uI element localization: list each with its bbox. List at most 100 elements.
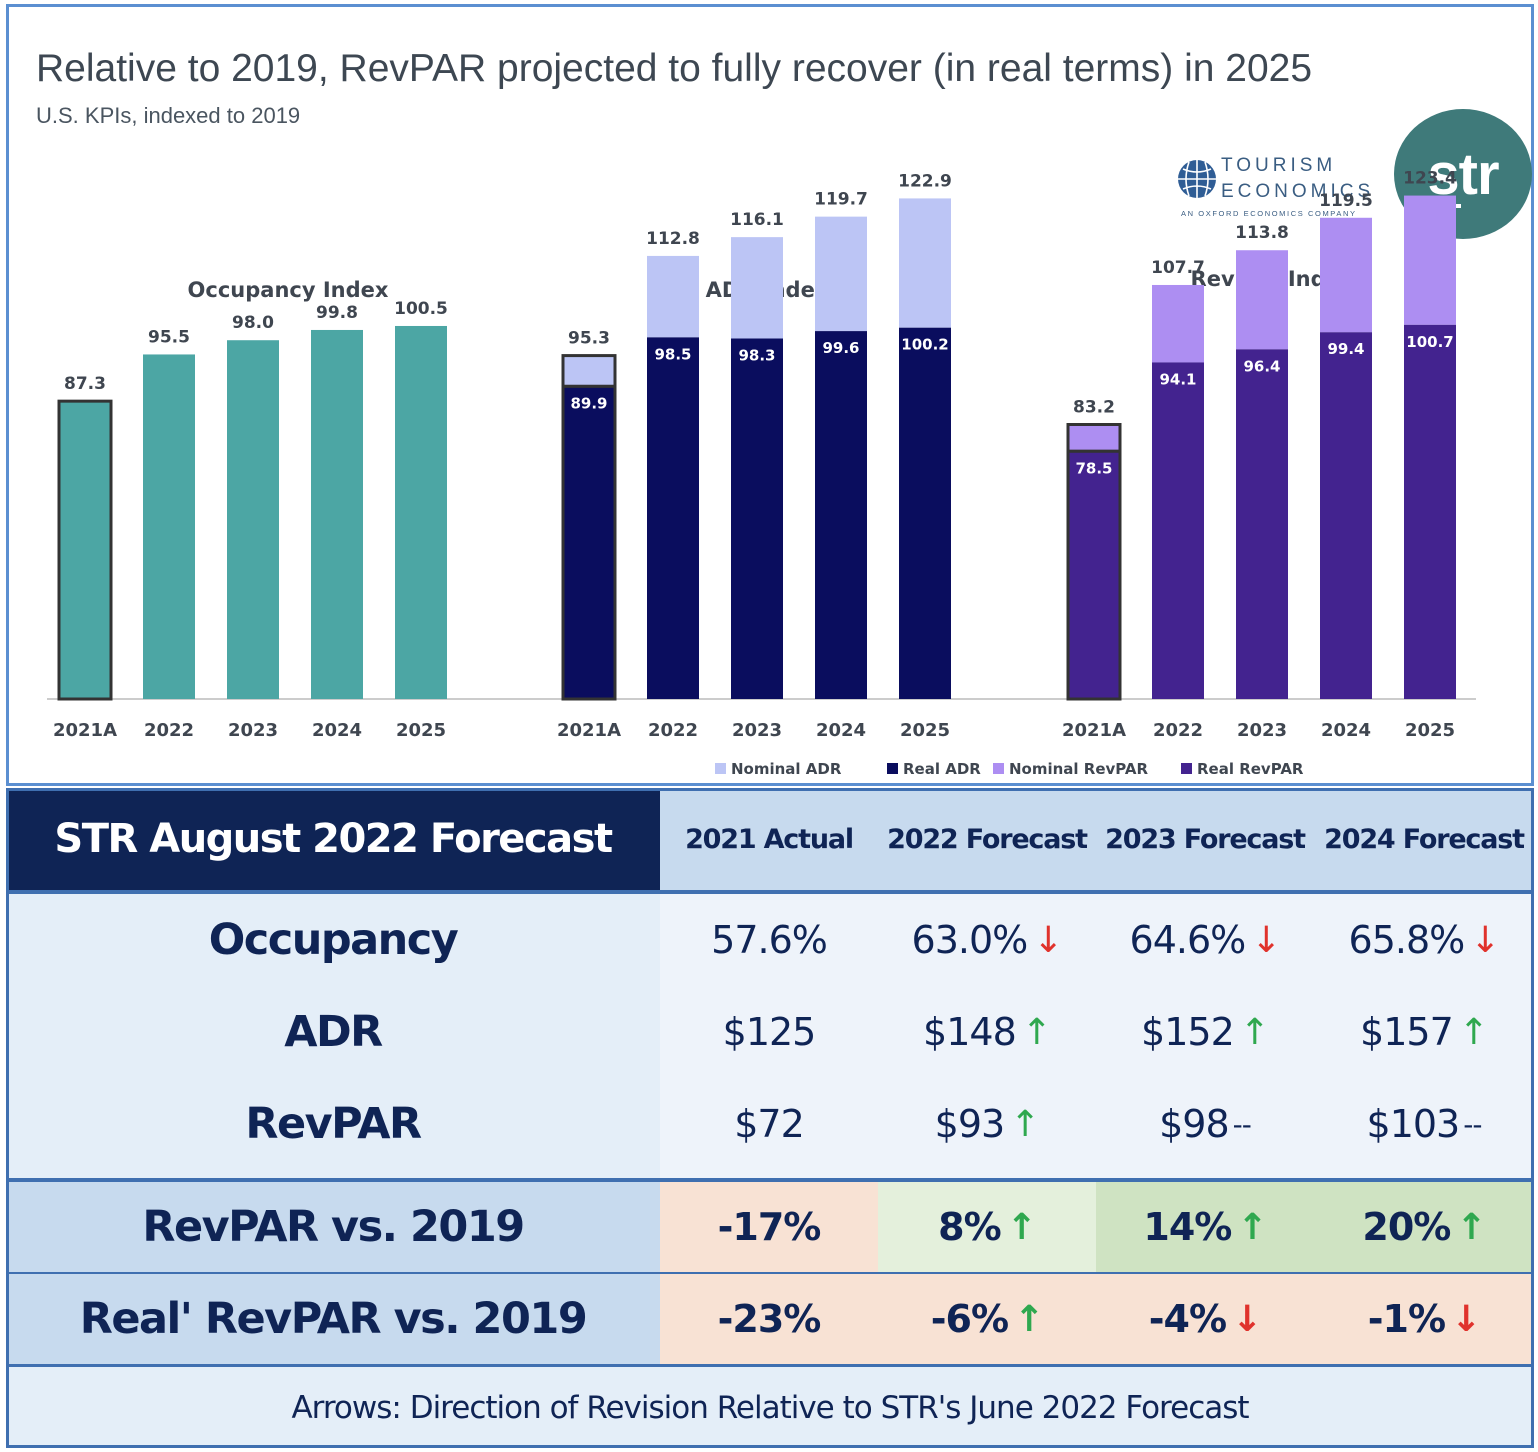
no-change-icon: -- (1232, 1107, 1252, 1141)
no-change-icon: -- (1463, 1107, 1482, 1141)
cell-value-2-0: $72 (734, 1102, 805, 1146)
column-header-1: 2022 Forecast (878, 788, 1096, 890)
bar-nominal-2-0 (1066, 423, 1122, 453)
data-label-0-1: 95.5 (148, 327, 190, 347)
globe-icon (1178, 160, 1216, 198)
cell-value-4-1: -6% (930, 1297, 1009, 1341)
table-cell-4-1: -6% ↑ (878, 1274, 1096, 1364)
legend-swatch-3 (1181, 763, 1192, 774)
x-tick-2-4: 2025 (1405, 720, 1455, 741)
row-label-1: ADR (6, 986, 660, 1078)
cell-value-0-2: 64.6% (1129, 918, 1247, 962)
forecast-table: STR August 2022 Forecast 2021 Actual 2022 … (6, 788, 1534, 1448)
cell-value-1-0: $125 (722, 1010, 817, 1054)
row-label-text-3: RevPAR vs. 2019 (142, 1202, 525, 1252)
cell-value-3-0: -17% (717, 1205, 822, 1249)
row-label-4: Real' RevPAR vs. 2019 (6, 1274, 660, 1364)
cell-value-3-1: 8% (938, 1205, 1002, 1249)
cell-value-2-1: $93 (934, 1102, 1006, 1146)
bar-0-1 (143, 354, 195, 699)
data-label-real-2-1: 94.1 (1159, 370, 1196, 388)
x-tick-0-1: 2022 (144, 720, 194, 741)
table-cell-0-0: 57.6% (660, 894, 878, 986)
table-cell-3-2: 14% ↑ (1096, 1182, 1314, 1272)
bar-real-1-3 (815, 331, 867, 699)
cell-value-1-1: $148 (923, 1010, 1017, 1054)
bar-real-2-2 (1236, 349, 1288, 699)
data-label-nominal-2-3: 119.5 (1319, 191, 1373, 211)
legend-label-0: Nominal ADR (731, 760, 842, 778)
data-label-0-4: 100.5 (394, 299, 448, 319)
cell-value-0-0: 57.6% (711, 918, 828, 962)
row-label-2: RevPAR (6, 1078, 660, 1170)
data-label-nominal-2-4: 123.4 (1403, 169, 1457, 189)
data-label-real-2-4: 100.7 (1406, 333, 1453, 351)
data-label-real-2-0: 78.5 (1075, 459, 1112, 477)
x-tick-2-2: 2023 (1237, 720, 1287, 741)
row-separator (6, 1272, 1534, 1275)
data-label-nominal-1-2: 116.1 (730, 210, 784, 230)
column-header-text-2: 2023 Forecast (1105, 823, 1306, 855)
column-header-text-0: 2021 Actual (685, 823, 854, 855)
column-header-3: 2024 Forecast (1314, 788, 1534, 890)
te-logo-line1: TOURISM (1221, 155, 1337, 176)
kpi-values-band (660, 894, 1534, 1178)
table-title: STR August 2022 Forecast (6, 788, 660, 890)
table-cell-1-2: $152 ↑ (1096, 986, 1314, 1078)
arrow-up-icon: ↑ (1010, 1103, 1040, 1145)
data-label-nominal-2-0: 83.2 (1073, 398, 1115, 418)
cell-value-3-3: 20% (1362, 1205, 1451, 1249)
table-cell-4-3: -1% ↓ (1314, 1274, 1534, 1364)
column-header-2: 2023 Forecast (1096, 788, 1314, 890)
bar-nominal-2-4 (1404, 195, 1456, 325)
legend-swatch-2 (993, 763, 1004, 774)
footnote: Arrows: Direction of Revision Relative t… (291, 1389, 1249, 1426)
row-label-text-2: RevPAR (245, 1099, 422, 1149)
data-label-real-1-1: 98.5 (654, 345, 691, 363)
data-label-real-1-2: 98.3 (738, 347, 775, 365)
cell-value-4-2: -4% (1148, 1297, 1227, 1341)
x-tick-1-4: 2025 (900, 720, 950, 741)
cell-value-1-3: $157 (1360, 1010, 1454, 1054)
data-label-real-1-3: 99.6 (822, 339, 859, 357)
bar-nominal-1-0 (561, 354, 617, 388)
column-header-text-3: 2024 Forecast (1324, 823, 1525, 855)
cell-value-4-3: -1% (1367, 1297, 1446, 1341)
te-logo-line3: AN OXFORD ECONOMICS COMPANY (1181, 209, 1357, 218)
bar-real-1-4 (899, 327, 951, 699)
bar-0-3 (311, 329, 363, 699)
chart-panel: Relative to 2019, RevPAR projected to fu… (6, 4, 1534, 786)
data-label-nominal-1-1: 112.8 (646, 229, 700, 249)
table-cell-0-1: 63.0% ↓ (878, 894, 1096, 986)
row-label-text-0: Occupancy (208, 915, 459, 965)
bar-real-2-3 (1320, 332, 1372, 699)
cell-value-0-3: 65.8% (1348, 918, 1466, 962)
data-label-nominal-2-2: 113.8 (1235, 223, 1289, 243)
table-cell-4-2: -4% ↓ (1096, 1274, 1314, 1364)
cell-value-1-2: $152 (1141, 1010, 1235, 1054)
table-cell-2-0: $72 (660, 1078, 878, 1170)
bar-nominal-1-1 (647, 255, 699, 338)
table-cell-3-3: 20% ↑ (1314, 1182, 1534, 1272)
table-cell-0-3: 65.8% ↓ (1314, 894, 1534, 986)
row-separator (6, 1178, 1534, 1182)
arrow-up-icon: ↑ (1237, 1206, 1267, 1248)
column-header-0: 2021 Actual (660, 788, 878, 890)
x-tick-0-0: 2021A (53, 720, 117, 741)
chart-title: Relative to 2019, RevPAR projected to fu… (36, 47, 1313, 90)
cell-value-3-2: 14% (1143, 1205, 1232, 1249)
row-label-text-4: Real' RevPAR vs. 2019 (79, 1294, 588, 1344)
cell-value-4-0: -23% (717, 1297, 822, 1341)
x-tick-1-0: 2021A (557, 720, 621, 741)
bar-nominal-1-3 (815, 216, 867, 332)
arrow-up-icon: ↑ (1458, 1011, 1489, 1053)
row-label-0: Occupancy (6, 894, 660, 986)
bar-0-2 (227, 340, 279, 699)
table-cell-2-2: $98 -- (1096, 1078, 1314, 1170)
table-cell-1-1: $148 ↑ (878, 986, 1096, 1078)
bar-real-2-0 (1066, 449, 1122, 701)
bar-nominal-2-1 (1152, 284, 1204, 363)
column-header-text-1: 2022 Forecast (887, 823, 1088, 855)
cell-value-2-2: $98 (1159, 1102, 1230, 1146)
data-label-nominal-1-4: 122.9 (898, 171, 952, 191)
